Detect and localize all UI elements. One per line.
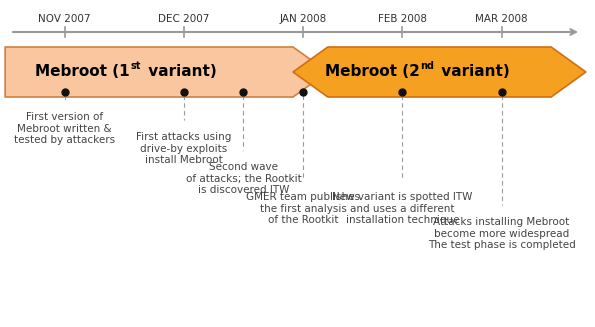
Text: First version of
Mebroot written &
tested by attackers: First version of Mebroot written & teste… [14,112,115,145]
Text: GMER team publishes
the first analysis
of the Rootkit: GMER team publishes the first analysis o… [246,192,360,225]
Text: Attacks installing Mebroot
become more widespread
The test phase is completed: Attacks installing Mebroot become more w… [428,217,575,250]
Text: First attacks using
drive-by exploits
install Mebroot: First attacks using drive-by exploits in… [136,132,231,165]
Text: st: st [130,61,140,71]
Text: MAR 2008: MAR 2008 [475,14,528,24]
Text: New variant is spotted ITW
and uses a different
installation technique: New variant is spotted ITW and uses a di… [332,192,472,225]
Text: JAN 2008: JAN 2008 [279,14,327,24]
Text: NOV 2007: NOV 2007 [39,14,91,24]
Polygon shape [293,47,586,97]
Text: Mebroot (1: Mebroot (1 [35,64,129,79]
Text: DEC 2007: DEC 2007 [158,14,209,24]
Text: variant): variant) [436,64,509,79]
Text: variant): variant) [143,64,217,79]
Polygon shape [5,47,328,97]
Text: nd: nd [421,61,434,71]
Text: Second wave
of attacks; the Rootkit
is discovered ITW: Second wave of attacks; the Rootkit is d… [186,162,301,195]
Text: FEB 2008: FEB 2008 [378,14,427,24]
Text: Mebroot (2: Mebroot (2 [325,64,419,79]
